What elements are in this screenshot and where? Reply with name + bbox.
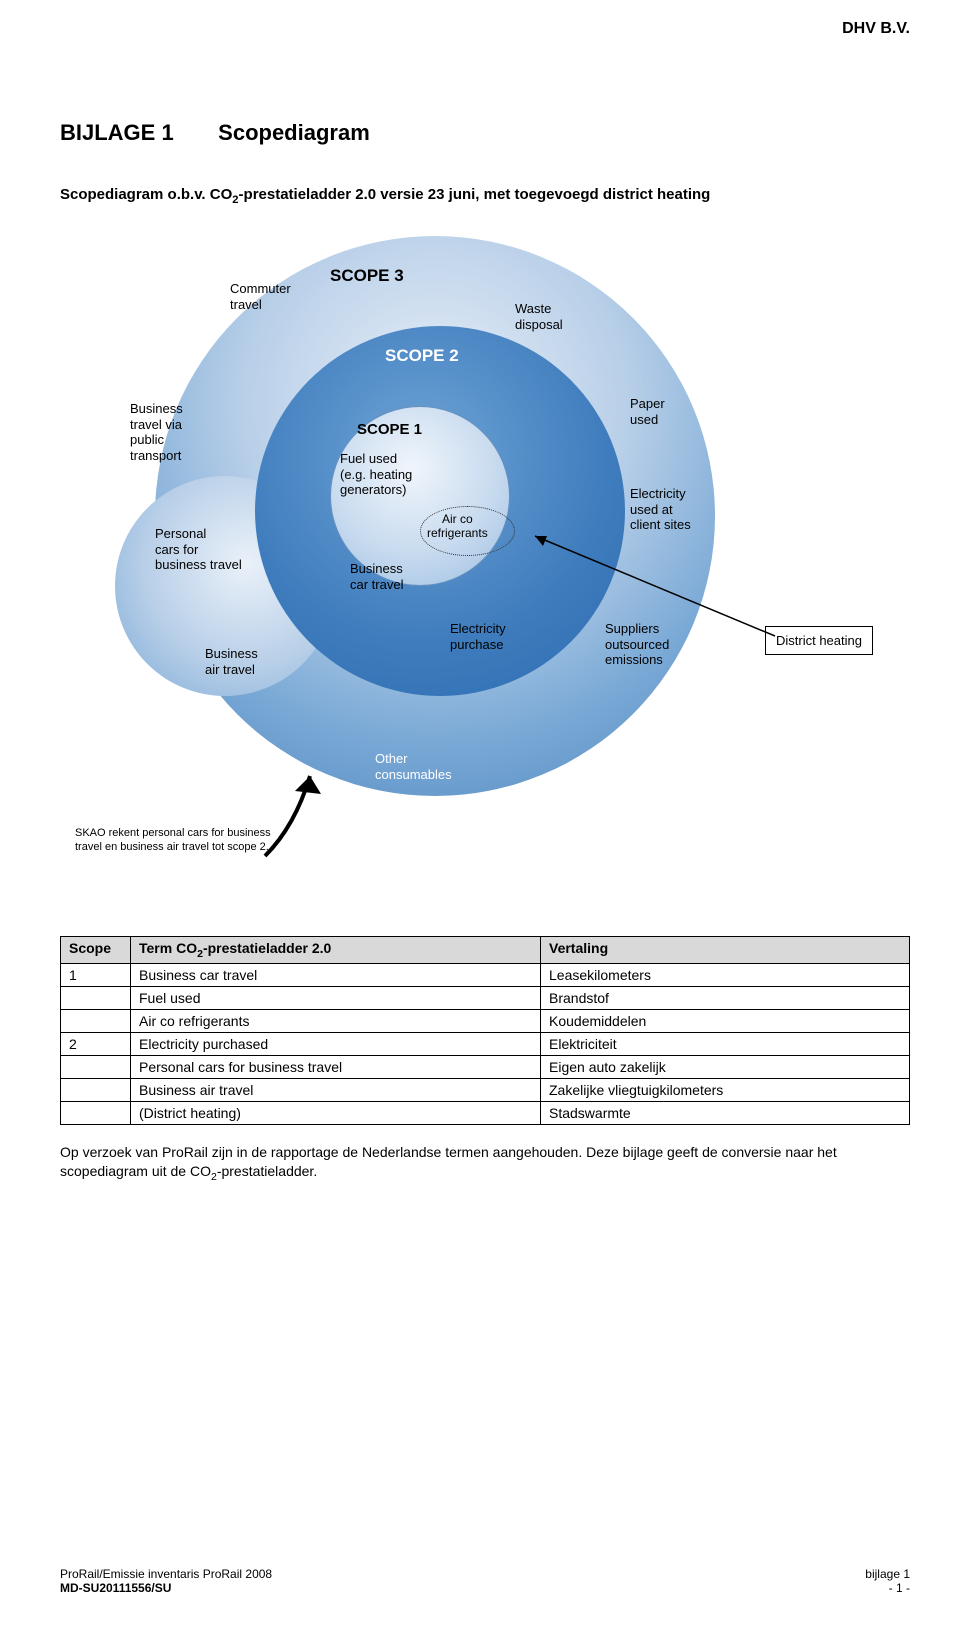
table-cell: Eigen auto zakelijk xyxy=(541,1055,910,1078)
skao-note: SKAO rekent personal cars for business t… xyxy=(75,826,275,855)
table-cell xyxy=(61,1078,131,1101)
table-row: 2Electricity purchasedElektriciteit xyxy=(61,1032,910,1055)
footer-right1: bijlage 1 xyxy=(865,1567,910,1581)
table-row: Business air travelZakelijke vliegtuigki… xyxy=(61,1078,910,1101)
page-footer: ProRail/Emissie inventaris ProRail 2008 … xyxy=(60,1567,910,1595)
table-header-row: Scope Term CO2-prestatieladder 2.0 Verta… xyxy=(61,937,910,964)
table-cell: 2 xyxy=(61,1032,131,1055)
scope2-label: SCOPE 2 xyxy=(385,346,459,366)
table-cell xyxy=(61,986,131,1009)
table-cell: Electricity purchased xyxy=(131,1032,541,1055)
biz-car-label: Business car travel xyxy=(350,561,403,592)
biz-public-label: Business travel via public transport xyxy=(130,401,183,463)
title-prefix: BIJLAGE 1 xyxy=(60,120,174,145)
waste-label: Waste disposal xyxy=(515,301,563,332)
table-cell xyxy=(61,1101,131,1124)
commuter-label: Commuter travel xyxy=(230,281,291,312)
scope1-label: SCOPE 1 xyxy=(357,421,422,439)
table-row: (District heating)Stadswarmte xyxy=(61,1101,910,1124)
table-cell: (District heating) xyxy=(131,1101,541,1124)
table-cell: Elektriciteit xyxy=(541,1032,910,1055)
table-cell: Brandstof xyxy=(541,986,910,1009)
scope3-label: SCOPE 3 xyxy=(330,266,404,286)
other-consumables-label: Other consumables xyxy=(375,751,452,782)
th-scope: Scope xyxy=(61,937,131,964)
table-cell: 1 xyxy=(61,963,131,986)
biz-air-label: Business air travel xyxy=(205,646,258,677)
table-row: Air co refrigerantsKoudemiddelen xyxy=(61,1009,910,1032)
table-cell: Zakelijke vliegtuigkilometers xyxy=(541,1078,910,1101)
translation-table: Scope Term CO2-prestatieladder 2.0 Verta… xyxy=(60,936,910,1125)
table-cell xyxy=(61,1055,131,1078)
table-row: Fuel usedBrandstof xyxy=(61,986,910,1009)
page-title: BIJLAGE 1 Scopediagram xyxy=(60,120,910,146)
table-cell: Air co refrigerants xyxy=(131,1009,541,1032)
district-heating-arrow xyxy=(525,526,785,656)
subtitle-part2: -prestatieladder 2.0 versie 23 juni, met… xyxy=(239,186,711,203)
table-cell: Fuel used xyxy=(131,986,541,1009)
scope-diagram: SCOPE 3 SCOPE 2 SCOPE 1 Fuel used (e.g. … xyxy=(75,226,895,906)
electricity-purchase-label: Electricity purchase xyxy=(450,621,506,652)
subtitle-part1: Scopediagram o.b.v. CO xyxy=(60,186,232,203)
th-term: Term CO2-prestatieladder 2.0 xyxy=(131,937,541,964)
table-cell: Business air travel xyxy=(131,1078,541,1101)
personal-cars-label: Personal cars for business travel xyxy=(155,526,242,573)
footer-right2: - 1 - xyxy=(865,1581,910,1595)
th-vertaling: Vertaling xyxy=(541,937,910,964)
table-row: Personal cars for business travelEigen a… xyxy=(61,1055,910,1078)
table-cell: Personal cars for business travel xyxy=(131,1055,541,1078)
table-cell xyxy=(61,1009,131,1032)
title-main: Scopediagram xyxy=(218,120,370,145)
airco-label: Air co refrigerants xyxy=(427,512,488,541)
subtitle: Scopediagram o.b.v. CO2-prestatieladder … xyxy=(60,186,910,206)
table-cell: Business car travel xyxy=(131,963,541,986)
footer-left2: MD-SU20111556/SU xyxy=(60,1581,910,1595)
body-paragraph: Op verzoek van ProRail zijn in de rappor… xyxy=(60,1143,910,1185)
table-cell: Koudemiddelen xyxy=(541,1009,910,1032)
paper-label: Paper used xyxy=(630,396,665,427)
fuel-label: Fuel used (e.g. heating generators) xyxy=(340,451,412,498)
company-name: DHV B.V. xyxy=(842,20,910,38)
table-row: 1Business car travelLeasekilometers xyxy=(61,963,910,986)
table-cell: Leasekilometers xyxy=(541,963,910,986)
footer-left1: ProRail/Emissie inventaris ProRail 2008 xyxy=(60,1567,910,1581)
table-cell: Stadswarmte xyxy=(541,1101,910,1124)
